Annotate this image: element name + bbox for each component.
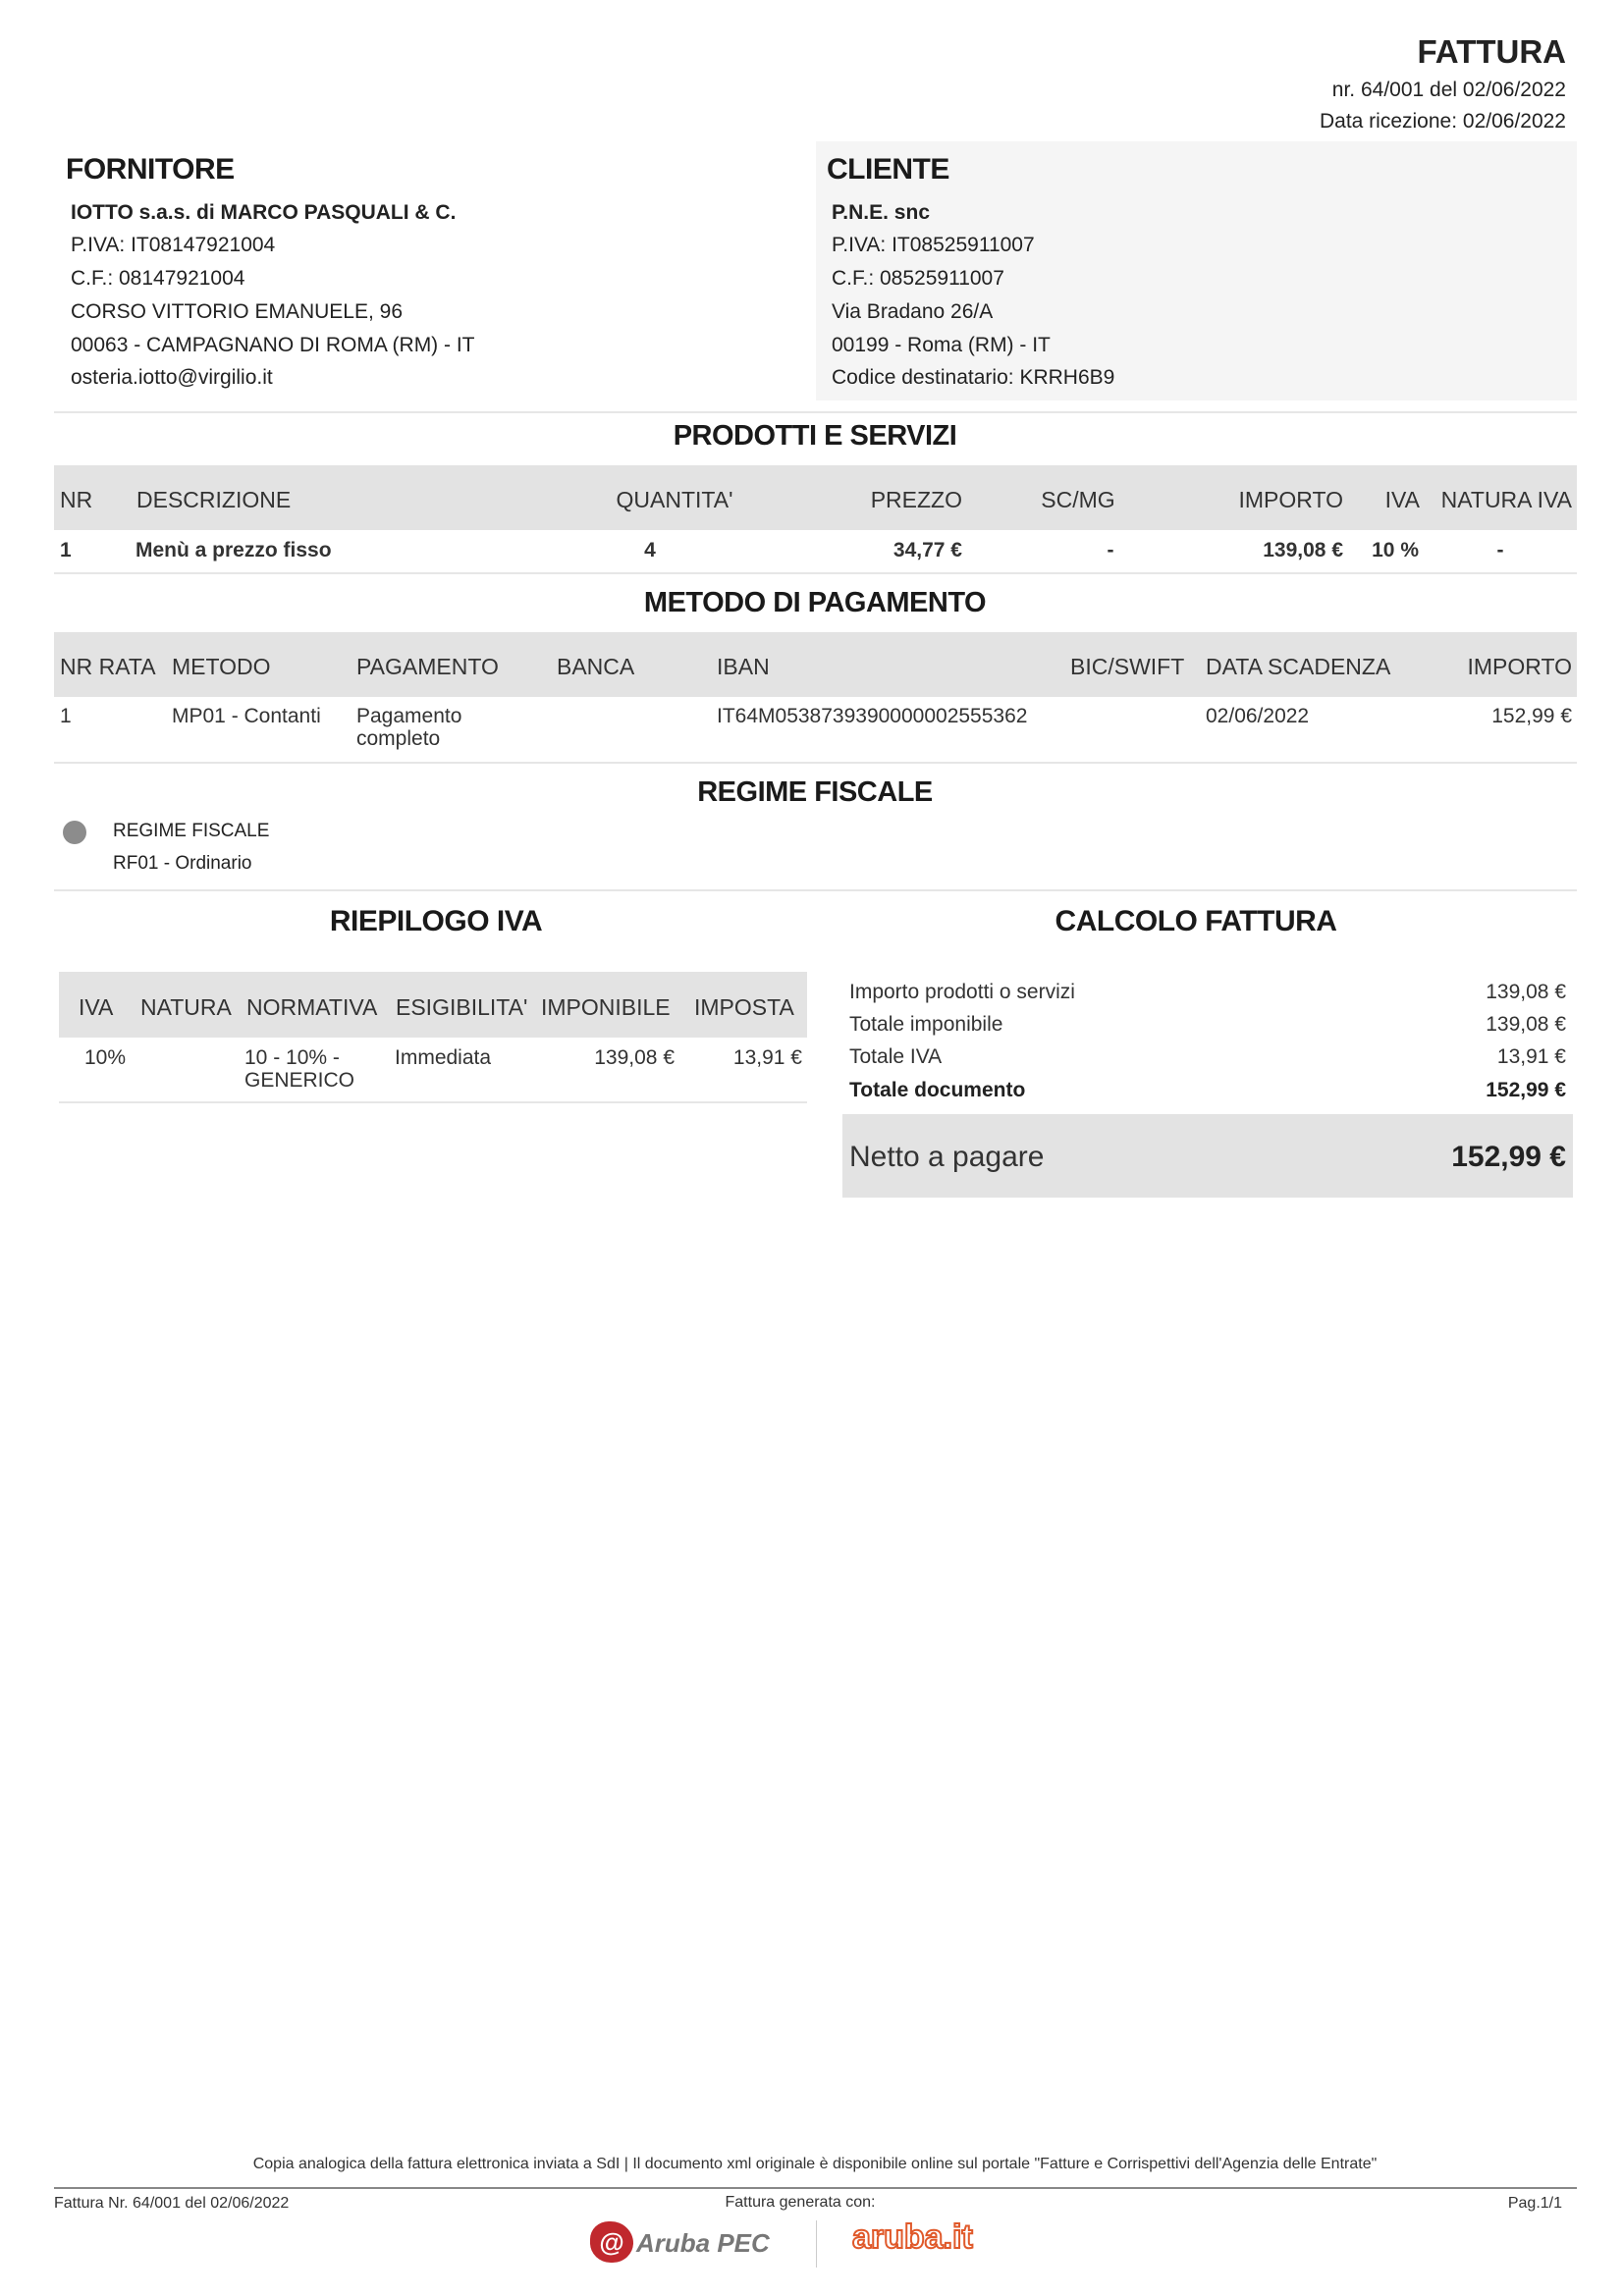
calc-value-total: 152,99 € <box>1486 1079 1566 1101</box>
vat-summary-heading: RIEPILOGO IVA <box>329 905 543 937</box>
net-payable-box <box>842 1114 1573 1198</box>
footer-note: Copia analogica della fattura elettronic… <box>252 2156 1378 2172</box>
col-iva: IVA <box>1384 487 1420 512</box>
col-imposta: IMPOSTA <box>694 994 794 1020</box>
aruba-pec-logo-icon: @ <box>590 2221 633 2263</box>
footer-generated-with: Fattura generata con: <box>725 2194 876 2211</box>
received-date: Data ricezione: 02/06/2022 <box>1319 110 1566 133</box>
aruba-pec-logo: Aruba PEC <box>636 2228 770 2258</box>
supplier-piva: P.IVA: IT08147921004 <box>71 234 276 256</box>
col-iva: IVA <box>79 994 114 1020</box>
cell-imposta: 13,91 € <box>732 1046 802 1069</box>
vat-header-row <box>59 972 807 1038</box>
col-importo: IMPORTO <box>1467 654 1573 679</box>
divider <box>54 572 1577 574</box>
col-importo: IMPORTO <box>1238 487 1344 512</box>
cell-iva: 10 % <box>1372 539 1419 561</box>
calc-label-taxable: Totale imponibile <box>849 1013 1003 1036</box>
calc-label-products: Importo prodotti o servizi <box>849 981 1075 1003</box>
col-metodo: METODO <box>172 654 271 679</box>
divider <box>59 1101 807 1103</box>
invoice-number: nr. 64/001 del 02/06/2022 <box>1331 79 1566 101</box>
client-city: 00199 - Roma (RM) - IT <box>832 334 1051 356</box>
col-natura-iva: NATURA IVA <box>1440 487 1572 512</box>
cell-importo: 139,08 € <box>1263 539 1343 561</box>
divider <box>54 762 1577 764</box>
col-descrizione: DESCRIZIONE <box>136 487 292 512</box>
cell-normativa: 10 - 10% - GENERICO <box>244 1046 355 1092</box>
cell-nr-rata: 1 <box>60 705 72 727</box>
cell-descrizione: Menù a prezzo fisso <box>135 539 332 561</box>
cell-nr: 1 <box>60 539 72 561</box>
cell-scmg: - <box>1107 539 1114 561</box>
col-nr: NR <box>60 487 93 512</box>
footer-page: Pag.1/1 <box>1507 2195 1562 2212</box>
calc-value-vat: 13,91 € <box>1496 1045 1566 1068</box>
client-heading: CLIENTE <box>827 153 949 186</box>
supplier-city: 00063 - CAMPAGNANO DI ROMA (RM) - IT <box>71 334 475 356</box>
cell-quantita: 4 <box>644 539 656 561</box>
col-data-scadenza: DATA SCADENZA <box>1206 654 1391 679</box>
col-pagamento: PAGAMENTO <box>356 654 499 679</box>
col-natura: NATURA <box>140 994 232 1020</box>
cell-esigibilita: Immediata <box>395 1046 492 1069</box>
col-normativa: NORMATIVA <box>246 994 378 1020</box>
col-esigibilita: ESIGIBILITA' <box>396 994 528 1020</box>
products-header-row <box>54 465 1577 530</box>
supplier-heading: FORNITORE <box>66 153 235 186</box>
col-prezzo: PREZZO <box>870 487 962 512</box>
bullet-icon <box>63 821 86 844</box>
supplier-cf: C.F.: 08147921004 <box>71 267 245 290</box>
cell-prezzo: 34,77 € <box>893 539 962 561</box>
col-scmg: SC/MG <box>1041 487 1115 512</box>
supplier-email: osteria.iotto@virgilio.it <box>71 366 273 389</box>
calc-value-products: 139,08 € <box>1486 981 1566 1003</box>
col-banca: BANCA <box>557 654 635 679</box>
calc-label-total: Totale documento <box>849 1079 1026 1101</box>
cell-imponibile: 139,08 € <box>594 1046 675 1069</box>
col-imponibile: IMPONIBILE <box>541 994 671 1020</box>
client-address: Via Bradano 26/A <box>832 300 994 323</box>
client-code: Codice destinatario: KRRH6B9 <box>832 366 1115 389</box>
cell-metodo: MP01 - Contanti <box>172 705 321 727</box>
supplier-name: IOTTO s.a.s. di MARCO PASQUALI & C. <box>71 201 457 224</box>
cell-iva: 10% <box>84 1046 127 1069</box>
footer-invoice-ref: Fattura Nr. 64/001 del 02/06/2022 <box>54 2195 290 2212</box>
document-title: FATTURA <box>1417 33 1566 70</box>
regime-heading: REGIME FISCALE <box>697 776 933 808</box>
net-payable-label: Netto a pagare <box>849 1141 1045 1173</box>
cell-data-scadenza: 02/06/2022 <box>1206 705 1310 727</box>
col-bic: BIC/SWIFT <box>1070 654 1185 679</box>
cell-iban: IT64M0538739390000002555362 <box>717 705 1028 727</box>
divider <box>54 411 1577 413</box>
col-iban: IBAN <box>717 654 770 679</box>
col-nr-rata: NR RATA <box>60 654 156 679</box>
calc-label-vat: Totale IVA <box>849 1045 943 1068</box>
regime-value: RF01 - Ordinario <box>113 853 252 874</box>
col-quantita: QUANTITA' <box>616 487 733 512</box>
divider <box>54 889 1577 891</box>
client-cf: C.F.: 08525911007 <box>832 267 1004 290</box>
client-section <box>816 141 1577 400</box>
payment-header-row <box>54 632 1577 697</box>
payment-heading: METODO DI PAGAMENTO <box>643 587 987 618</box>
calc-value-taxable: 139,08 € <box>1486 1013 1566 1036</box>
footer-divider <box>54 2187 1577 2189</box>
client-piva: P.IVA: IT08525911007 <box>832 234 1035 256</box>
products-heading: PRODOTTI E SERVIZI <box>673 420 957 452</box>
aruba-it-logo: aruba.it <box>851 2217 974 2257</box>
cell-natura-iva: - <box>1496 539 1504 561</box>
regime-label: REGIME FISCALE <box>113 821 270 841</box>
supplier-address: CORSO VITTORIO EMANUELE, 96 <box>71 300 404 323</box>
client-name: P.N.E. snc <box>832 201 930 224</box>
cell-pagamento: Pagamento completo <box>356 705 462 750</box>
net-payable-value: 152,99 € <box>1451 1141 1566 1173</box>
calc-heading: CALCOLO FATTURA <box>1055 905 1337 937</box>
cell-importo: 152,99 € <box>1491 705 1572 727</box>
logo-separator <box>816 2220 817 2268</box>
